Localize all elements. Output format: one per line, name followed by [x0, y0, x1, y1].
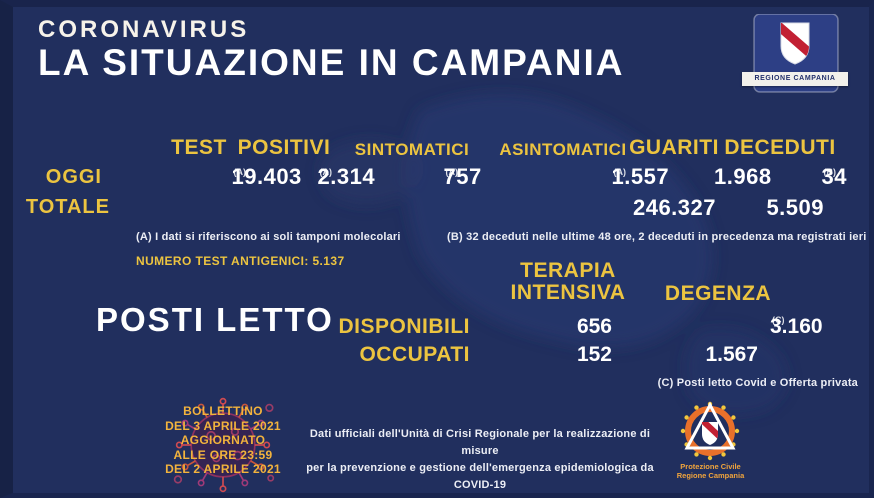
stat-header-test: TEST: [171, 136, 227, 159]
stat-note-a: (A): [445, 167, 459, 177]
beds-row-label-occupati: OCCUPATI: [359, 343, 470, 366]
stat-value-asintomatici-oggi: 1.557 (A): [611, 164, 670, 189]
stat-header-positivi: POSITIVI: [237, 136, 331, 159]
stat-header-asintomatici: ASINTOMATICI: [499, 140, 627, 159]
stat-value-guariti-totale: 246.327: [632, 195, 716, 220]
stat-note-a: (A): [233, 167, 247, 177]
stat-value-positivi-oggi: 2.314 (A): [317, 164, 376, 189]
stat-note-a: (A): [319, 167, 333, 177]
footnote-c: (C) Posti letto Covid e Offerta privata: [657, 377, 858, 389]
bulletin-line: DEL 3 APRILE 2021: [165, 418, 281, 433]
stat-header-guariti: GUARITI: [629, 136, 719, 159]
page-title: LA SITUAZIONE IN CAMPANIA: [38, 42, 625, 83]
bulletin-line: ALLE ORE 23:59: [173, 447, 273, 462]
stat-value-sintomatici-oggi: 757 (A): [443, 164, 482, 189]
region-logo-banner: REGIONE CAMPANIA: [742, 72, 848, 86]
beds-section-title: POSTI LETTO: [96, 301, 334, 338]
source-attribution: Dati ufficiali dell'Unità di Crisi Regio…: [306, 428, 654, 491]
row-label-oggi: OGGI: [45, 166, 102, 188]
title-kicker: CORONAVIRUS: [38, 16, 250, 43]
bulletin-line: AGGIORNATO: [180, 433, 266, 447]
beds-row-label-disponibili: DISPONIBILI: [338, 315, 470, 338]
bulletin-line: BOLLETTINO: [183, 404, 263, 418]
stat-note-a: (A): [613, 167, 627, 177]
protezione-civile-logo: Protezione Civile Regione Campania: [663, 398, 758, 490]
regione-campania-logo: REGIONE CAMPANIA: [742, 14, 848, 96]
civil-protection-emblem-icon: [680, 401, 740, 461]
stat-header-sintomatici: SINTOMATICI: [354, 140, 470, 159]
beds-value-disponibili-terapia: 656: [576, 315, 612, 338]
pc-logo-caption: Protezione Civile Regione Campania: [676, 462, 745, 480]
stat-note-b: (B): [823, 167, 837, 177]
stat-header-deceduti: DECEDUTI: [724, 136, 836, 159]
bulletin-date-block: BOLLETTINO DEL 3 APRILE 2021 AGGIORNATO …: [132, 404, 314, 477]
beds-value-occupati-terapia: 152: [576, 343, 612, 366]
footnote-a: (A) I dati si riferiscono ai soli tampon…: [136, 231, 401, 243]
beds-header-terapia-intensiva: TERAPIA INTENSIVA: [510, 259, 626, 304]
stat-value-deceduti-totale: 5.509: [766, 195, 824, 220]
row-label-totale: TOTALE: [25, 196, 110, 218]
footnote-b: (B) 32 deceduti nelle ultime 48 ore, 2 d…: [447, 231, 867, 243]
beds-header-degenza: DEGENZA: [664, 282, 772, 305]
stat-value-deceduti-oggi: 34 (B): [821, 164, 847, 189]
bulletin-line: DEL 2 APRILE 2021: [165, 462, 281, 476]
stat-note-c: (C): [772, 315, 785, 325]
beds-value-occupati-degenza: 1.567: [705, 343, 758, 366]
stat-value-test-oggi: 19.403 (A): [231, 164, 302, 189]
antigen-tests-line: NUMERO TEST ANTIGENICI: 5.137: [136, 254, 345, 268]
virus-icon: [173, 397, 275, 493]
